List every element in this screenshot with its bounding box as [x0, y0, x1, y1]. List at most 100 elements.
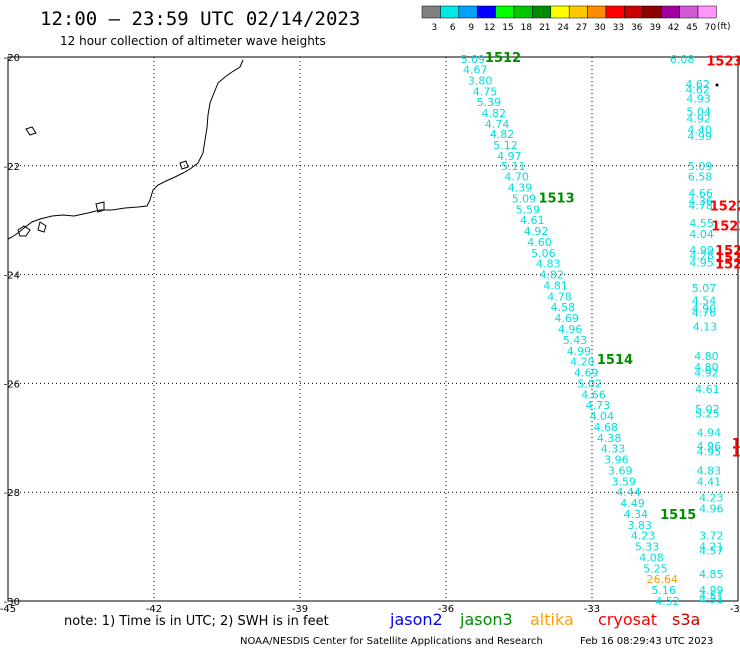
latitude-tick-label: -26	[4, 379, 20, 390]
wave-height-value: 5.02	[577, 377, 602, 390]
pass-number-label: 1	[732, 445, 740, 460]
wave-height-value: 4.82	[482, 107, 507, 120]
legend-label: 18	[521, 23, 533, 33]
wave-height-value: 5.25	[643, 562, 668, 575]
map-subtitle: 12 hour collection of altimeter wave hei…	[60, 34, 326, 48]
wave-height-value: 4.66	[688, 187, 713, 200]
latitude-tick-label: -20	[4, 53, 20, 64]
wave-height-value: 4.82	[490, 128, 515, 141]
footer-timestamp: Feb 16 08:29:43 UTC 2023	[580, 636, 713, 647]
wave-height-value: 4.93	[686, 92, 711, 105]
wave-height-value: 4.21	[699, 541, 724, 554]
wave-height-value: 4.92	[694, 367, 719, 380]
wave-height-value: 4.51	[699, 590, 724, 603]
wave-height-value: 3.96	[604, 454, 629, 467]
pass-number-label: 1522	[711, 220, 740, 235]
wave-height-value: 5.43	[563, 334, 588, 347]
longitude-tick-label: -30	[730, 604, 740, 615]
wave-height-value: 5.12	[493, 139, 518, 152]
pass-number-label: 1523	[706, 54, 740, 69]
wave-height-value: 4.92	[524, 225, 549, 238]
legend-swatch	[624, 5, 644, 19]
mission-label: jason3	[459, 610, 513, 629]
map-title: 12:00 – 23:59 UTC 02/14/2023	[40, 8, 360, 30]
wave-height-value: 5.09	[688, 160, 713, 173]
map-frame	[7, 56, 739, 602]
legend-swatch	[605, 5, 625, 19]
legend-swatch	[440, 5, 460, 19]
coastline-inlet	[17, 201, 105, 237]
map-plot-area: 5.094.673.804.755.394.824.744.825.124.97…	[7, 51, 740, 608]
wave-height-value: 4.34	[624, 508, 649, 521]
wave-height-value: 4.94	[697, 426, 722, 439]
wave-height-value: 4.96	[697, 440, 722, 453]
wave-height-value: 4.40	[687, 123, 712, 136]
wave-height-value: 4.33	[601, 443, 626, 456]
wave-height-value: 5.09	[461, 53, 486, 66]
wave-height-value: 4.20	[570, 356, 595, 369]
wave-height-value: 3.80	[468, 74, 493, 87]
legend-label: 39	[649, 23, 661, 33]
coastline-brazil	[7, 59, 244, 240]
pass-number-label: 1514	[597, 353, 633, 368]
legend-swatch	[697, 5, 717, 19]
legend-label: 42	[668, 23, 679, 33]
longitude-tick-label: -33	[584, 604, 600, 615]
wave-height-value: 4.36	[688, 195, 713, 208]
wave-height-value: 4.62	[685, 84, 710, 97]
wave-height-observations: 5.094.673.804.755.394.824.744.825.124.97…	[461, 53, 724, 608]
wave-height-value: 4.38	[597, 432, 622, 445]
legend-label: 33	[613, 23, 624, 33]
footer-note: note: 1) Time is in UTC; 2) SWH is in fe…	[64, 614, 329, 629]
wave-height-value: 4.66	[581, 388, 606, 401]
wave-height-value: 4.52	[655, 595, 680, 608]
wave-height-value: 4.44	[616, 486, 641, 499]
legend-unit: (ft)	[717, 22, 731, 32]
legend-label: 3	[432, 23, 438, 33]
island-marker	[25, 126, 189, 170]
legend-swatch	[679, 5, 699, 19]
wave-height-value: 5.04	[686, 105, 711, 118]
wave-height-value: 4.82	[539, 269, 564, 282]
legend-swatch	[532, 5, 552, 19]
mission-label: altika	[530, 610, 574, 629]
legend-label: 36	[631, 23, 643, 33]
wave-height-value: 4.80	[694, 361, 719, 374]
wave-height-value: 4.51	[699, 593, 724, 606]
legend-label: 6	[450, 23, 456, 33]
wave-height-value: 4.39	[508, 182, 532, 195]
wave-height-value: 4.96	[558, 323, 583, 336]
legend-swatch	[642, 5, 662, 19]
wave-height-value: 5.59	[516, 203, 541, 216]
longitude-tick-label: -39	[292, 604, 308, 615]
legend-label: 15	[502, 23, 513, 33]
wave-height-value: 4.78	[688, 200, 713, 213]
wave-height-value: 5.39	[477, 96, 502, 109]
wave-height-value: 4.75	[473, 85, 498, 98]
wave-height-value: 5.07	[692, 282, 717, 295]
wave-height-value: 5.11	[501, 160, 526, 173]
legend-label: 30	[594, 23, 606, 33]
wave-height-value: 5.25	[695, 407, 720, 420]
legend-swatch	[587, 5, 607, 19]
legend-label: 45	[686, 23, 697, 33]
wave-height-value: 4.55	[689, 217, 714, 230]
wave-height-value: 4.62	[685, 78, 710, 91]
wave-height-value: 4.61	[695, 383, 720, 396]
mission-label: s3a	[672, 610, 700, 629]
wave-height-value: 4.81	[543, 279, 568, 292]
legend-swatch	[421, 5, 441, 19]
wave-height-value: 3.72	[699, 530, 724, 543]
wave-height-value: 4.70	[504, 171, 529, 184]
legend-swatch	[458, 5, 478, 19]
wave-height-value: 4.99	[699, 584, 724, 597]
wave-height-value: 5.16	[651, 584, 676, 597]
legend-swatch	[495, 5, 515, 19]
wave-height-value: 4.97	[497, 150, 521, 163]
wave-height-value: 4.04	[590, 410, 615, 423]
wave-height-value: 4.95	[697, 445, 722, 458]
wave-height-value: 4.73	[586, 399, 611, 412]
wave-height-value: 4.99	[687, 130, 712, 143]
wave-height-value: 4.78	[547, 290, 572, 303]
pass-number-label: 1522	[710, 200, 740, 215]
